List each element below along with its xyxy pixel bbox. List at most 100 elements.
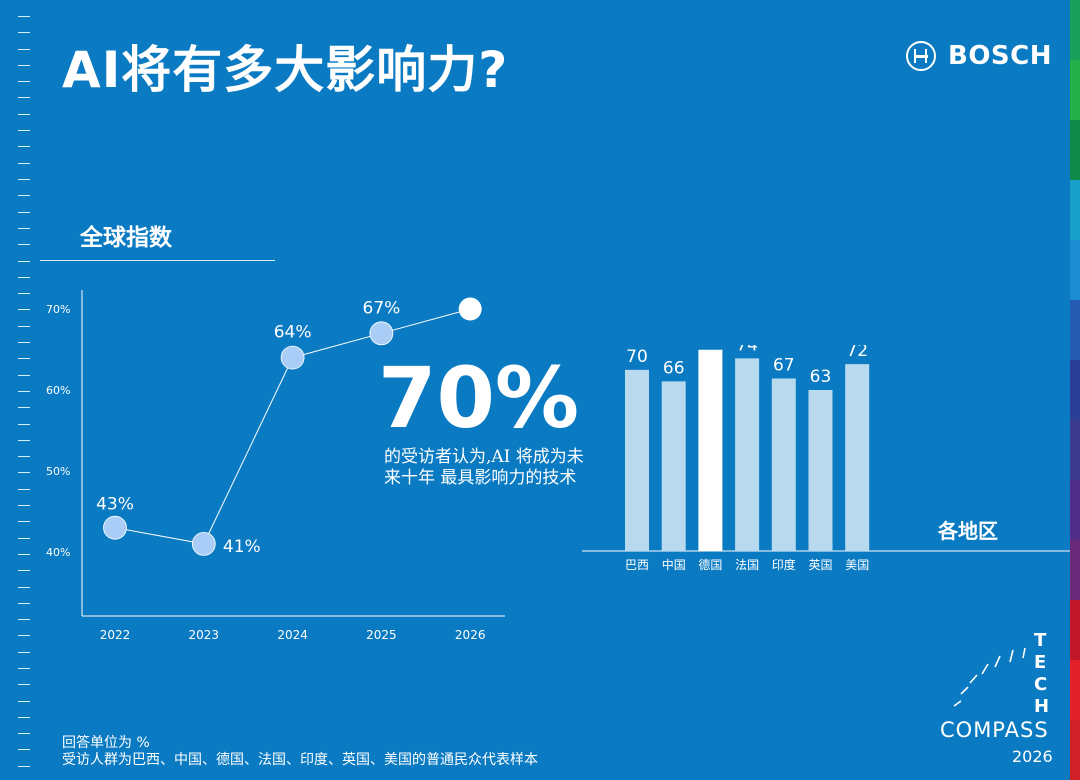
bar xyxy=(808,390,833,551)
side-ruler xyxy=(0,0,40,780)
ruler-tick xyxy=(18,277,30,278)
ruler-tick xyxy=(18,635,30,636)
ruler-tick xyxy=(18,261,30,262)
ruler-tick xyxy=(18,195,30,196)
bar-value-label: 77 xyxy=(700,345,722,347)
bar xyxy=(845,364,870,551)
tech-letter-t: T xyxy=(1034,630,1047,651)
color-strip-segment xyxy=(1070,300,1080,360)
color-strip-segment xyxy=(1070,540,1080,600)
ruler-tick xyxy=(18,587,30,588)
ruler-tick xyxy=(18,375,30,376)
bar xyxy=(771,378,796,551)
bar-value-label: 66 xyxy=(663,358,685,378)
ruler-tick xyxy=(18,570,30,571)
compass-rays-icon xyxy=(953,647,1026,707)
ruler-tick xyxy=(18,244,30,245)
color-strip xyxy=(1070,0,1080,780)
color-strip-segment xyxy=(1070,420,1080,480)
bar xyxy=(625,369,649,551)
bar-value-label: 72 xyxy=(846,345,868,361)
ruler-tick xyxy=(18,309,30,310)
bar-category-label: 印度 xyxy=(772,557,796,572)
ruler-tick xyxy=(18,472,30,473)
bar-category-label: 英国 xyxy=(808,558,832,572)
tech-letter-h: H xyxy=(1034,696,1050,717)
x-tick-label: 2022 xyxy=(100,628,131,642)
global-line-chart: 40% 50% 60% 70% 2022 2023 2024 2025 2026 43% 41% 64… xyxy=(46,290,505,642)
data-point xyxy=(458,297,482,321)
ruler-tick xyxy=(18,130,30,131)
ruler-tick xyxy=(18,440,30,441)
ruler-tick xyxy=(18,293,30,294)
color-strip-segment xyxy=(1070,0,1080,60)
ruler-tick xyxy=(18,489,30,490)
y-tick-label: 50% xyxy=(46,465,70,478)
color-strip-segment xyxy=(1070,480,1080,540)
ruler-tick xyxy=(18,456,30,457)
tech-letter-e: E xyxy=(1034,652,1047,673)
ruler-tick xyxy=(18,749,30,750)
bar-value-label: 67 xyxy=(773,356,795,376)
data-point xyxy=(191,531,216,556)
x-tick-label: 2024 xyxy=(277,628,308,642)
data-label: 43% xyxy=(96,495,134,515)
compass-year: 2026 xyxy=(1012,747,1053,766)
logo-text: BOSCH xyxy=(948,41,1052,71)
ruler-tick xyxy=(18,554,30,555)
bar xyxy=(735,358,760,551)
compass-word: COMPASS xyxy=(940,718,1049,742)
ruler-tick xyxy=(18,733,30,734)
highlight-percentage: 70% xyxy=(378,349,580,447)
ruler-tick xyxy=(18,717,30,718)
ruler-tick xyxy=(18,619,30,620)
data-point xyxy=(369,321,394,346)
ruler-tick xyxy=(18,652,30,653)
bar-value-label: 63 xyxy=(810,367,832,387)
color-strip-segment xyxy=(1070,360,1080,420)
bar-category-label: 巴西 xyxy=(625,558,649,572)
ruler-tick xyxy=(18,97,30,98)
global-divider xyxy=(40,260,275,261)
color-strip-segment xyxy=(1070,180,1080,240)
highlight-description: 的受访者认为,AI 将成为未来十年 最具影响力的技术 xyxy=(384,447,584,488)
ruler-tick xyxy=(18,538,30,539)
bosch-armature-icon xyxy=(906,41,936,71)
region-label: 各地区 xyxy=(938,519,998,543)
tech-letter-c: C xyxy=(1034,674,1048,695)
region-bar-chart: 70 巴西 66 中国 77 德国 74 法国 67 印度 63 英国 72 美国 xyxy=(582,345,1070,572)
color-strip-segment xyxy=(1070,120,1080,180)
ruler-tick xyxy=(18,358,30,359)
y-tick-label: 60% xyxy=(46,384,70,397)
ruler-tick xyxy=(18,668,30,669)
ruler-tick xyxy=(18,49,30,50)
global-index-label: 全球指数 xyxy=(80,225,172,251)
footnote-line-1: 回答单位为 % xyxy=(62,735,150,751)
data-label: 64% xyxy=(274,323,312,343)
ruler-tick xyxy=(18,179,30,180)
bar-category-label: 法国 xyxy=(735,558,759,572)
ruler-tick xyxy=(18,326,30,327)
ruler-tick xyxy=(18,505,30,506)
bar-category-label: 美国 xyxy=(845,558,869,572)
footnote: 回答单位为 % 受访人群为巴西、中国、德国、法国、印度、英国、美国的普通民众代表… xyxy=(62,735,538,769)
tech-compass-logo: T E C H COMPASS 2026 xyxy=(930,620,1060,770)
ruler-tick xyxy=(18,228,30,229)
ruler-tick xyxy=(18,163,30,164)
ruler-tick xyxy=(18,81,30,82)
ruler-tick xyxy=(18,342,30,343)
bar-category-label: 中国 xyxy=(662,557,686,572)
ruler-tick xyxy=(18,424,30,425)
page-title: AI将有多大影响力? xyxy=(62,41,509,99)
data-label: 67% xyxy=(363,298,401,318)
color-strip-segment xyxy=(1070,60,1080,120)
ruler-tick xyxy=(18,32,30,33)
ruler-tick xyxy=(18,391,30,392)
ruler-tick xyxy=(18,684,30,685)
x-tick-label: 2025 xyxy=(366,628,397,642)
y-tick-label: 70% xyxy=(46,303,70,316)
data-point xyxy=(280,345,305,370)
ruler-tick xyxy=(18,766,30,767)
color-strip-segment xyxy=(1070,240,1080,300)
bar xyxy=(698,349,723,551)
